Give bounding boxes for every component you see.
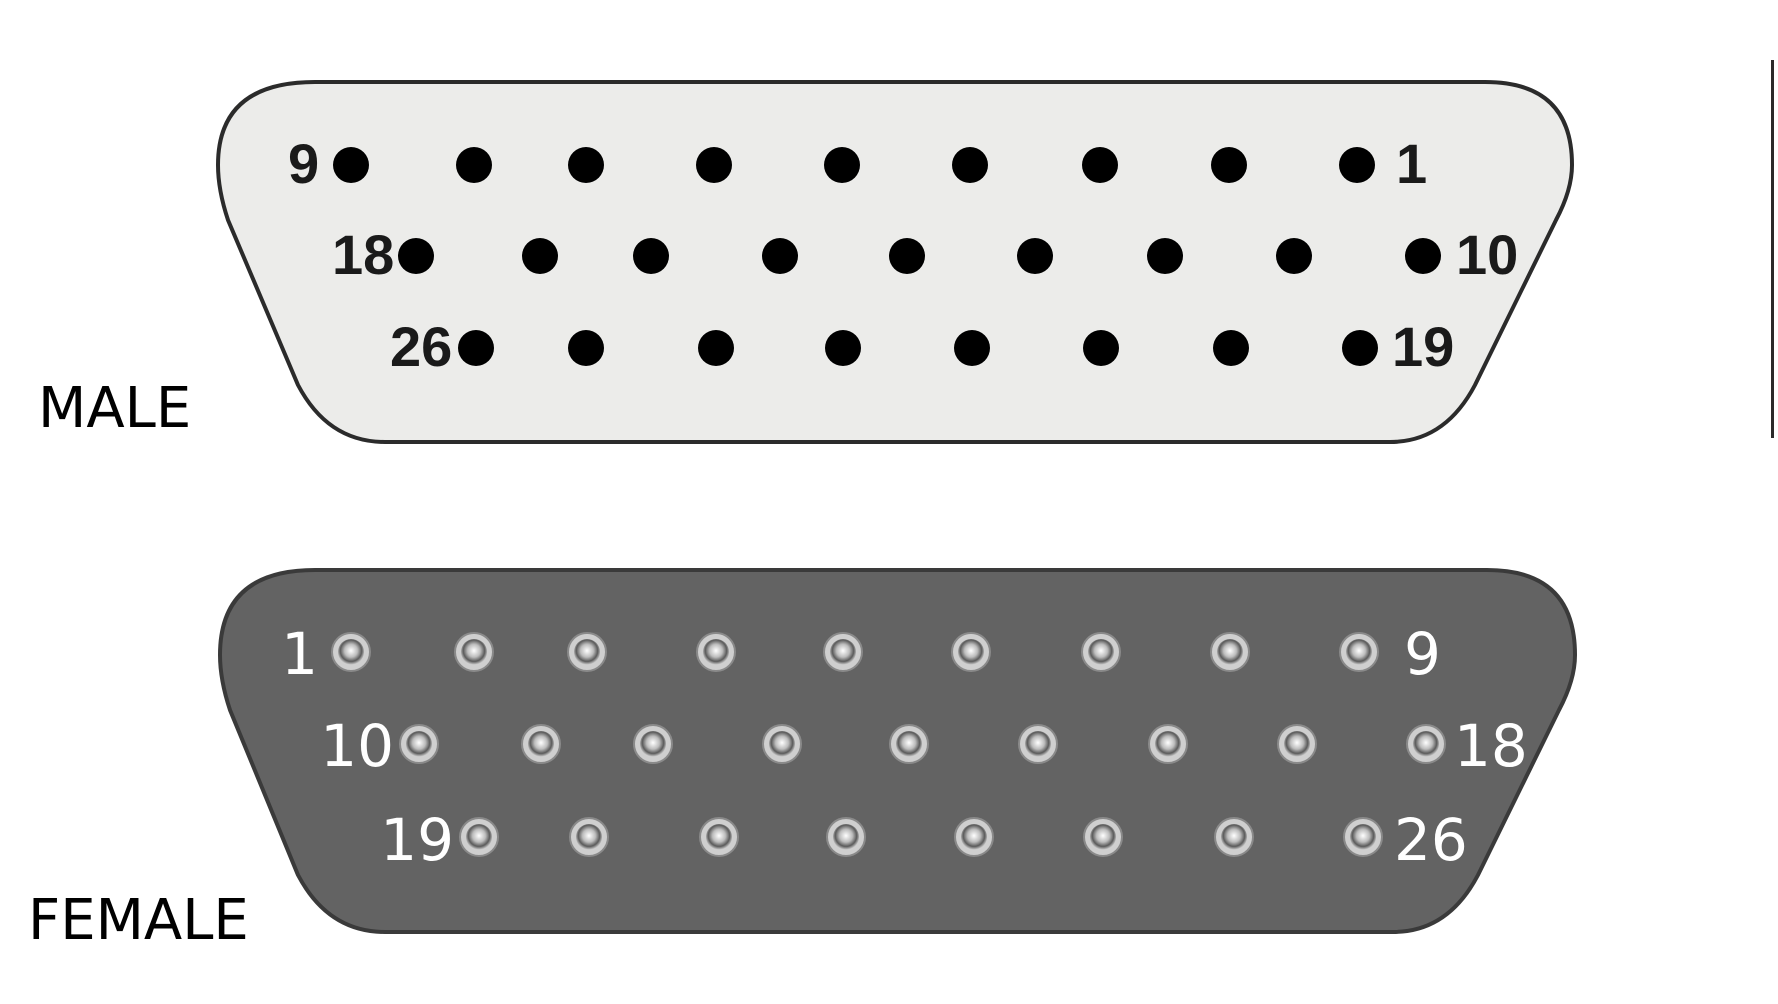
male-pin-11	[1276, 238, 1312, 274]
female-label: FEMALE	[28, 888, 249, 953]
female-socket-14	[889, 724, 929, 764]
female-socket-7	[1081, 632, 1121, 672]
male-pin-number-group: 9 1 18 10 26 19	[288, 132, 1518, 378]
male-pin-13	[1017, 238, 1053, 274]
female-socket-20	[569, 817, 609, 857]
female-socket-13	[762, 724, 802, 764]
male-pin-2	[1211, 147, 1247, 183]
female-pin-number-26: 26	[1394, 806, 1468, 874]
male-pin-number-18: 18	[332, 223, 394, 286]
female-socket-8	[1210, 632, 1250, 672]
male-pin-5	[824, 147, 860, 183]
male-pin-8	[456, 147, 492, 183]
male-pin-24	[698, 330, 734, 366]
right-edge-line	[1771, 60, 1774, 438]
female-socket-18	[1406, 724, 1446, 764]
female-socket-1	[331, 632, 371, 672]
male-pin-6	[696, 147, 732, 183]
male-pin-14	[889, 238, 925, 274]
female-socket-10	[399, 724, 439, 764]
female-socket-11	[521, 724, 561, 764]
male-pin-25	[568, 330, 604, 366]
male-pin-3	[1082, 147, 1118, 183]
male-pin-7	[568, 147, 604, 183]
male-pin-10	[1405, 238, 1441, 274]
male-pin-group	[333, 147, 1441, 366]
female-pin-number-18: 18	[1454, 712, 1528, 780]
male-pin-number-19: 19	[1392, 315, 1454, 378]
female-socket-26	[1343, 817, 1383, 857]
female-pin-number-group: 1 9 10 18 19 26	[281, 620, 1528, 874]
male-pin-number-9: 9	[288, 132, 319, 195]
male-pin-18	[398, 238, 434, 274]
female-pin-number-9: 9	[1404, 620, 1441, 688]
male-pin-1	[1339, 147, 1375, 183]
female-socket-23	[954, 817, 994, 857]
female-socket-21	[699, 817, 739, 857]
female-socket-25	[1214, 817, 1254, 857]
female-socket-4	[696, 632, 736, 672]
male-pin-16	[633, 238, 669, 274]
female-socket-5	[823, 632, 863, 672]
female-pin-number-1: 1	[281, 620, 318, 688]
male-pin-9	[333, 147, 369, 183]
female-socket-19	[459, 817, 499, 857]
male-pin-17	[522, 238, 558, 274]
female-socket-group	[331, 632, 1446, 857]
female-socket-15	[1018, 724, 1058, 764]
female-socket-3	[567, 632, 607, 672]
male-pin-26	[458, 330, 494, 366]
female-socket-16	[1148, 724, 1188, 764]
female-socket-2	[454, 632, 494, 672]
male-pin-23	[825, 330, 861, 366]
female-socket-22	[826, 817, 866, 857]
female-socket-9	[1339, 632, 1379, 672]
male-pin-15	[762, 238, 798, 274]
male-pin-19	[1342, 330, 1378, 366]
female-pin-number-10: 10	[320, 712, 394, 780]
female-socket-24	[1083, 817, 1123, 857]
male-pin-12	[1147, 238, 1183, 274]
male-pin-20	[1213, 330, 1249, 366]
female-pin-number-19: 19	[380, 806, 454, 874]
male-label: MALE	[38, 376, 192, 441]
female-socket-12	[633, 724, 673, 764]
male-pin-22	[954, 330, 990, 366]
male-pin-number-10: 10	[1456, 223, 1518, 286]
female-socket-6	[951, 632, 991, 672]
male-pin-number-1: 1	[1396, 132, 1427, 195]
male-pin-4	[952, 147, 988, 183]
male-pin-21	[1083, 330, 1119, 366]
female-socket-17	[1277, 724, 1317, 764]
male-pin-number-26: 26	[390, 315, 452, 378]
